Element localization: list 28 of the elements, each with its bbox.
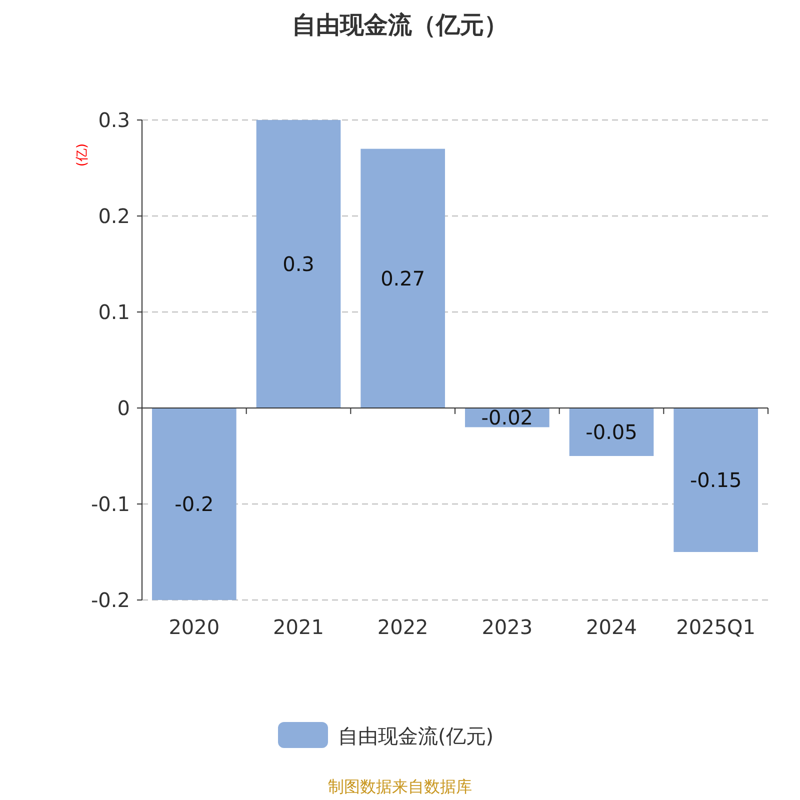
x-tick-label: 2023	[482, 615, 533, 639]
data-label: 0.27	[380, 266, 426, 290]
data-label: -0.2	[174, 492, 214, 516]
legend: 自由现金流(亿元)	[278, 722, 494, 748]
x-tick-label: 2021	[273, 615, 324, 639]
bar	[152, 408, 236, 600]
y-tick-label: 0.1	[98, 300, 130, 324]
bar	[360, 148, 445, 408]
bar	[569, 408, 654, 456]
x-tick-label: 2025Q1	[676, 615, 756, 639]
data-label: -0.15	[690, 468, 742, 492]
y-tick-label: -0.1	[90, 492, 130, 516]
bar	[256, 120, 341, 408]
chart-title: 自由现金流（亿元）	[292, 11, 508, 39]
data-label: -0.02	[481, 406, 534, 430]
y-tick-label: -0.2	[90, 588, 130, 612]
legend-label: 自由现金流(亿元)	[338, 724, 494, 748]
y-tick-label: 0.2	[98, 204, 130, 228]
bar	[674, 408, 758, 552]
y-tick-label: 0.3	[98, 108, 130, 132]
y-tick-label: 0	[117, 396, 130, 420]
data-label: -0.05	[586, 420, 638, 444]
x-tick-label: 2024	[586, 615, 637, 639]
x-tick-label: 2022	[377, 615, 428, 639]
y-axis-title: (亿)	[75, 143, 90, 167]
text: 制图数据来自数据库	[328, 777, 472, 796]
x-tick-label: 2020	[168, 615, 220, 639]
data-label: 0.3	[282, 252, 314, 276]
